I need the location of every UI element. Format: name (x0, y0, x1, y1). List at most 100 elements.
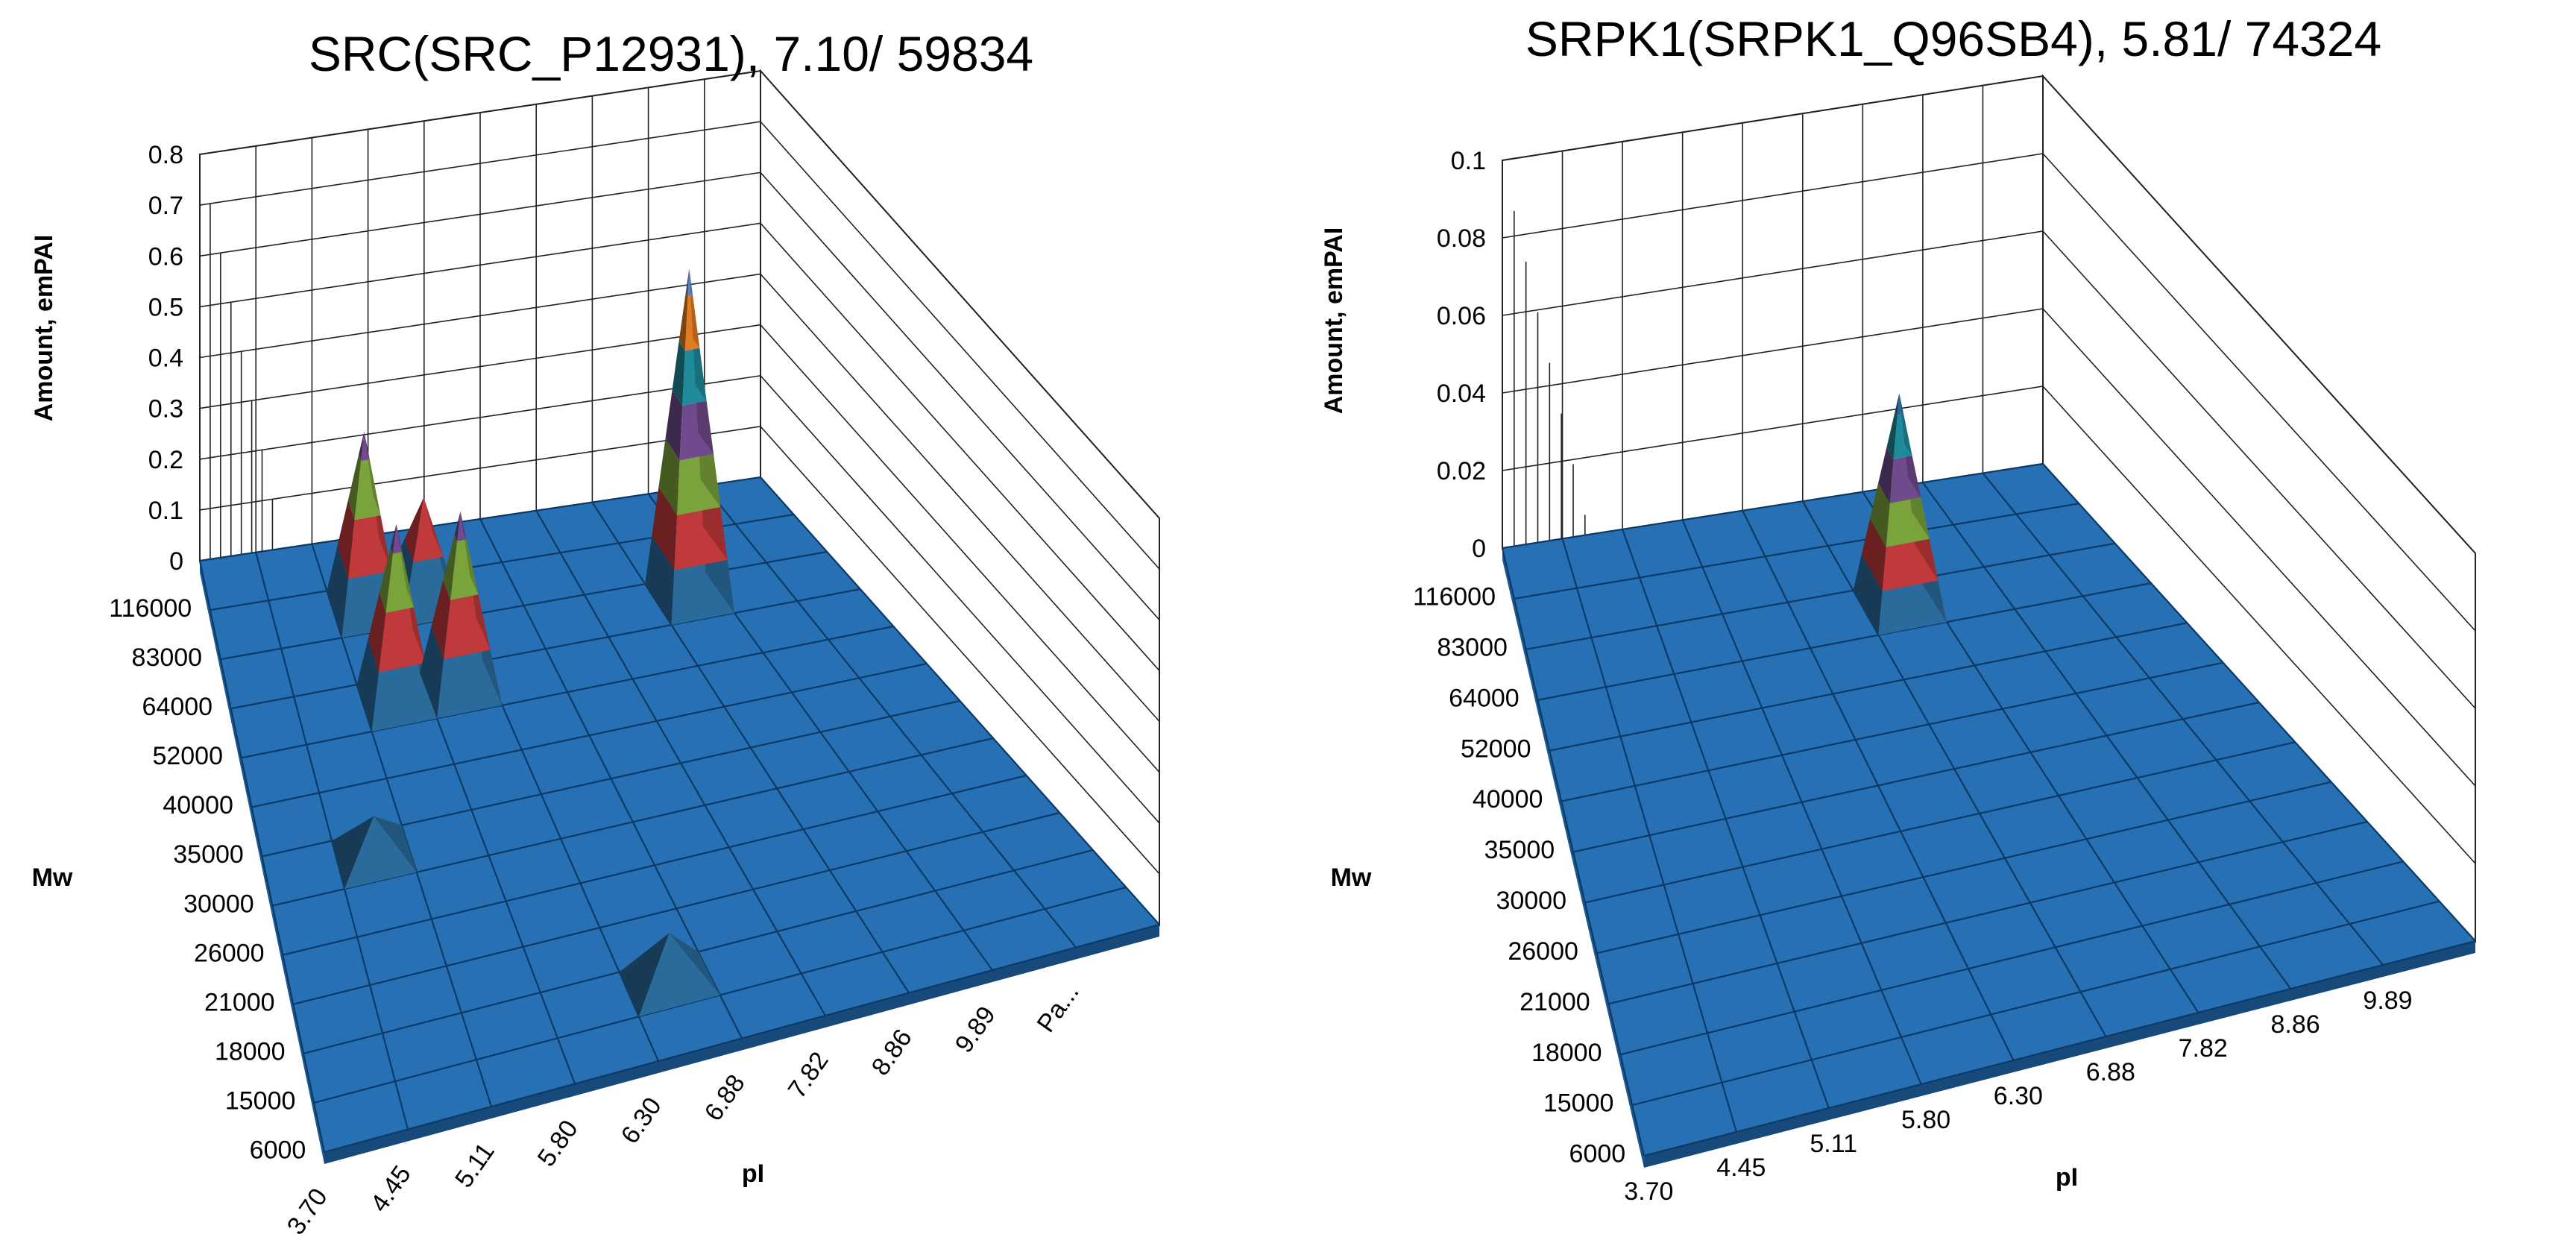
floor-gridline (1643, 940, 2476, 1157)
peak (619, 933, 720, 1017)
y-tick-label: 15000 (1543, 1089, 1614, 1118)
x-tick-label: 8.86 (2271, 1010, 2320, 1039)
floor-gridline (1620, 861, 2404, 1056)
floor-surface (1502, 464, 2475, 1156)
floor-gridline (283, 774, 1027, 956)
chart-title: SRC(SRC_P12931), 7.10/ 59834 (309, 26, 1033, 81)
y-tick-label: 18000 (215, 1038, 286, 1066)
x-tick-label: 7.82 (2179, 1034, 2228, 1063)
x-tick-label: 5.80 (532, 1115, 584, 1171)
y-tick-label: 83000 (132, 644, 203, 672)
y-tick-label: 40000 (163, 791, 233, 819)
peak-band (1878, 447, 1894, 503)
floor-gridline (1561, 661, 2223, 802)
peak-band (1870, 482, 1890, 547)
y-tick-label: 30000 (1496, 887, 1566, 915)
z-tick-label: 0.3 (148, 395, 183, 424)
x-tick-label: 5.11 (1810, 1130, 1857, 1158)
peak-band (371, 663, 438, 732)
peak-band (374, 816, 417, 872)
peak (645, 268, 734, 626)
floor-gridline (1572, 701, 2260, 853)
peak (1853, 393, 1947, 635)
z-tick-label: 0.8 (148, 141, 183, 169)
z-tick-label: 0.1 (148, 497, 183, 525)
floor-gridline (1525, 542, 2115, 650)
y-tick-label: 35000 (173, 840, 244, 869)
floor-edge (1644, 941, 2475, 1168)
y-tick-label: 21000 (204, 988, 275, 1016)
peak-band (1853, 554, 1883, 635)
z-tick-label: 0.06 (1437, 302, 1486, 330)
floor-gridline (1537, 582, 2152, 701)
peak-band (1861, 518, 1886, 591)
peaks (327, 268, 734, 1017)
z-axis-label: Amount, emPAI (1320, 227, 1348, 415)
y-tick-label: 30000 (183, 890, 254, 918)
floor-edge (324, 925, 1159, 1164)
peak-band (400, 545, 414, 608)
x-axis-label: pI (2056, 1163, 2078, 1192)
z-tick-label: 0 (1472, 535, 1486, 563)
x-tick-label: 9.89 (2363, 987, 2412, 1015)
x-tick-label: 6.88 (2086, 1058, 2135, 1086)
y-tick-label: 52000 (152, 742, 223, 770)
peak-band (420, 626, 444, 719)
z-tick-label: 0 (169, 547, 183, 576)
peak-band (396, 523, 403, 552)
floor-gridline (1514, 503, 2079, 600)
peak-band (1899, 393, 1904, 415)
x-tick-label: 6.30 (616, 1092, 667, 1149)
z-tick-label: 0.2 (148, 446, 183, 474)
x-tick-label: Pa... (1032, 978, 1085, 1037)
x-tick-label: 8.86 (866, 1024, 918, 1080)
y-tick-label: 21000 (1520, 988, 1590, 1016)
peak-band (332, 816, 374, 890)
peak-band (348, 454, 362, 520)
peak-band (379, 547, 393, 613)
chart-title: SRPK1(SRPK1_Q96SB4), 5.81/ 74324 (1525, 11, 2381, 66)
peak-band (392, 523, 403, 554)
peak-band (443, 534, 457, 600)
x-tick-label: 3.70 (282, 1183, 333, 1240)
peak-band (463, 532, 479, 595)
peak-band (669, 933, 720, 995)
x-tick-label: 7.82 (783, 1047, 834, 1104)
peak-band (460, 512, 467, 540)
x-tick-label: 6.30 (1994, 1082, 2043, 1110)
floor-gridline (1631, 900, 2440, 1107)
x-tick-label: 6.88 (699, 1069, 751, 1126)
y-tick-label: 52000 (1461, 734, 1531, 763)
y-tick-label: 26000 (194, 939, 265, 967)
y-tick-label: 83000 (1437, 633, 1508, 661)
z-tick-label: 0.7 (148, 192, 183, 220)
y-tick-label: 6000 (1569, 1140, 1626, 1168)
z-tick-label: 0.08 (1437, 224, 1486, 253)
y-tick-label: 116000 (1413, 583, 1496, 611)
x-tick-label: 5.80 (1901, 1106, 1950, 1134)
peak-band (327, 545, 348, 638)
floor-gridline (241, 625, 894, 759)
peak-band (693, 339, 707, 401)
peak-band (672, 341, 685, 406)
z-tick-label: 0.02 (1437, 457, 1486, 485)
y-tick-label: 64000 (1449, 684, 1520, 712)
peak-band (678, 292, 688, 351)
peak-band (685, 268, 690, 296)
peak-band (368, 593, 386, 673)
peak-band (337, 500, 355, 579)
peak-band (431, 580, 450, 660)
z-tick-label: 0.1 (1451, 147, 1486, 175)
peak-band (354, 459, 381, 520)
y-tick-label: 18000 (1531, 1039, 1602, 1067)
y-axis-label: Mw (32, 863, 73, 892)
peak-band (364, 431, 370, 460)
peak-band (658, 438, 680, 515)
floor-gridline (1549, 622, 2188, 752)
z-tick-label: 0.4 (148, 345, 183, 373)
y-tick-label: 116000 (109, 594, 192, 623)
peak-band (367, 453, 381, 516)
y-tick-label: 6000 (250, 1136, 306, 1165)
x-axis-label: pI (742, 1160, 764, 1188)
x-tick-label: 4.45 (1716, 1154, 1766, 1182)
